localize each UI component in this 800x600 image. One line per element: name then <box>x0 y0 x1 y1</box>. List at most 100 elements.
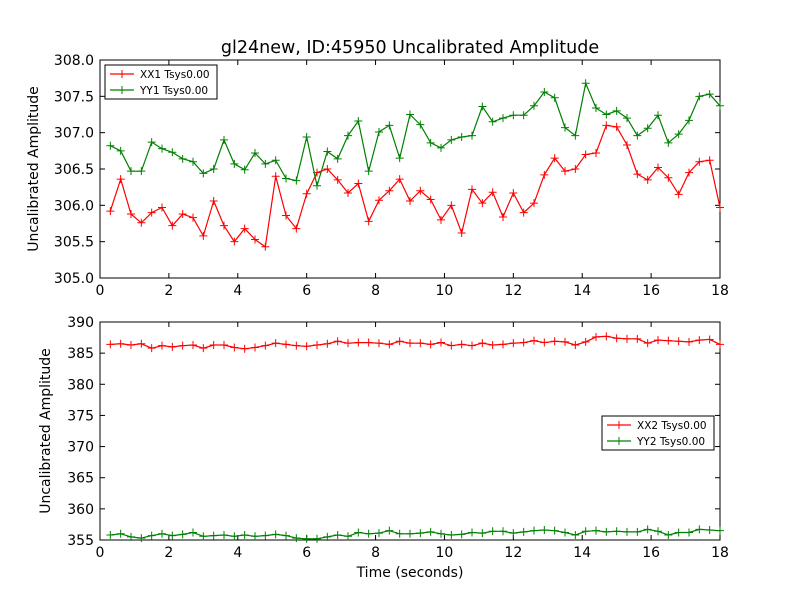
data-point <box>158 529 166 538</box>
data-point <box>178 341 187 350</box>
data-point <box>468 185 476 194</box>
data-point <box>561 167 569 176</box>
data-point <box>375 196 383 205</box>
data-point <box>478 529 487 538</box>
data-point <box>199 231 208 240</box>
data-point <box>416 339 425 348</box>
x-tick-label: 18 <box>711 283 729 299</box>
data-point <box>116 175 125 184</box>
data-point <box>437 338 445 347</box>
data-point <box>540 87 549 96</box>
data-point <box>716 340 724 349</box>
data-point <box>602 332 611 341</box>
data-point <box>685 116 693 125</box>
data-point <box>633 170 642 179</box>
data-point <box>468 528 476 537</box>
data-point <box>116 529 125 538</box>
data-point <box>561 528 569 537</box>
data-point <box>416 120 425 129</box>
x-tick-label: 4 <box>233 545 242 561</box>
data-point <box>499 340 507 349</box>
data-point <box>654 111 662 120</box>
data-point <box>478 199 487 208</box>
data-point <box>592 526 600 535</box>
y-tick-label: 360 <box>67 502 94 518</box>
y-tick-label: 370 <box>67 440 94 456</box>
legend-entry: YY2 Tsys0.00 <box>636 436 705 448</box>
data-point <box>695 157 704 166</box>
data-point <box>292 341 301 350</box>
data-point <box>623 114 631 123</box>
data-point <box>220 221 228 230</box>
data-point <box>695 525 704 534</box>
data-point <box>189 213 197 222</box>
data-point <box>437 529 445 538</box>
data-point <box>674 337 683 346</box>
data-point <box>220 135 228 144</box>
data-point <box>447 135 456 144</box>
chart-title: gl24new, ID:45950 Uncalibrated Amplitude <box>221 38 599 58</box>
data-point <box>447 531 456 540</box>
data-point <box>716 101 724 110</box>
data-point <box>685 337 693 346</box>
data-point <box>519 527 528 536</box>
data-point <box>240 224 249 233</box>
data-point <box>561 337 569 346</box>
data-point <box>457 133 466 142</box>
data-point <box>623 141 631 150</box>
data-point <box>106 141 115 150</box>
data-point <box>230 159 239 168</box>
y-tick-label: 306.5 <box>54 162 94 178</box>
data-point <box>364 529 373 538</box>
data-point <box>354 179 363 188</box>
data-point <box>664 173 673 182</box>
x-tick-label: 6 <box>302 283 311 299</box>
data-point <box>468 341 476 350</box>
data-point <box>716 203 724 212</box>
x-tick-label: 0 <box>96 545 105 561</box>
data-point <box>344 131 352 140</box>
data-point <box>168 531 177 540</box>
data-point <box>685 528 693 537</box>
data-point <box>240 531 249 540</box>
data-point <box>457 530 466 539</box>
data-point <box>251 532 259 541</box>
data-point <box>478 339 487 348</box>
data-point <box>271 156 280 165</box>
x-tick-label: 2 <box>164 283 173 299</box>
data-point <box>519 111 528 120</box>
data-point <box>282 174 290 183</box>
data-point <box>106 207 115 216</box>
data-point <box>282 340 290 349</box>
data-point <box>364 338 373 347</box>
data-point <box>137 339 146 348</box>
data-point <box>550 154 559 163</box>
data-point <box>147 344 156 353</box>
data-point <box>292 534 301 543</box>
data-point <box>550 337 559 346</box>
data-point <box>137 534 146 543</box>
data-point <box>251 343 259 352</box>
legend-entry: XX1 Tsys0.00 <box>140 69 210 81</box>
data-point <box>313 341 321 350</box>
top-panel: 0 2 4 6 8 10 12 14 16 18 305.0 305.5 306.0 306.5 307.0… <box>26 53 729 299</box>
data-point <box>106 531 115 540</box>
data-point <box>664 336 673 345</box>
data-point <box>364 217 373 226</box>
data-point <box>509 188 518 197</box>
data-point <box>106 340 115 349</box>
data-point <box>189 341 197 350</box>
y-tick-label: 380 <box>67 377 94 393</box>
data-point <box>282 211 290 220</box>
data-point <box>509 339 518 348</box>
data-point <box>333 531 342 540</box>
data-point <box>178 210 187 219</box>
data-point <box>333 337 342 346</box>
data-point <box>602 527 611 536</box>
data-point <box>406 110 414 119</box>
data-point <box>674 528 683 537</box>
data-point <box>643 339 652 348</box>
y-tick-label: 385 <box>67 346 94 362</box>
y-tick-label: 390 <box>67 315 94 331</box>
data-point <box>344 188 352 197</box>
